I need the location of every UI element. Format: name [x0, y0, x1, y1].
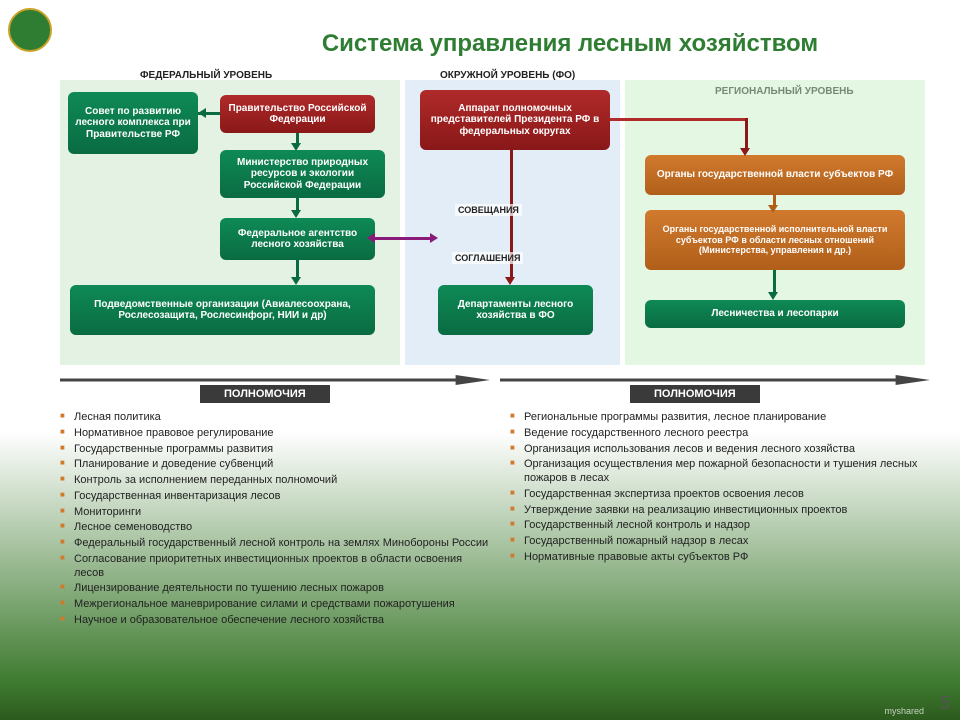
list-item: Контроль за исполнением переданных полно…: [60, 473, 490, 489]
list-item: Межрегиональное маневрирование силами и …: [60, 597, 490, 613]
list-item: Планирование и доведение субвенций: [60, 457, 490, 473]
list-item: Государственный лесной контроль и надзор: [510, 518, 920, 534]
label-meetings: СОВЕЩАНИЯ: [455, 204, 522, 216]
list-item: Государственная экспертиза проектов осво…: [510, 487, 920, 503]
list-item: Организация использования лесов и ведени…: [510, 442, 920, 458]
box-forestry: Лесничества и лесопарки: [645, 300, 905, 328]
dash-arrow-right: [500, 375, 930, 385]
list-item: Нормативные правовые акты субъектов РФ: [510, 550, 920, 566]
page-number: 5: [940, 693, 950, 714]
list-item: Федеральный государственный лесной контр…: [60, 536, 490, 552]
list-item: Государственная инвентаризация лесов: [60, 489, 490, 505]
label-agreements: СОГЛАШЕНИЯ: [452, 252, 523, 264]
page-title: Система управления лесным хозяйством: [200, 30, 940, 58]
list-item: Организация осуществления мер пожарной б…: [510, 457, 920, 487]
box-depts: Департаменты лесного хозяйства в ФО: [438, 285, 593, 335]
box-subjects: Органы государственной власти субъектов …: [645, 155, 905, 195]
list-item: Лесная политика: [60, 410, 490, 426]
ribbon-left: ПОЛНОМОЧИЯ: [200, 385, 330, 403]
box-sovet: Совет по развитию лесного комплекса при …: [68, 92, 198, 154]
box-agency: Федеральное агентство лесного хозяйства: [220, 218, 375, 260]
powers-list-federal: Лесная политикаНормативное правовое регу…: [60, 410, 490, 629]
dash-arrow-left: [60, 375, 490, 385]
box-gov: Правительство Российской Федерации: [220, 95, 375, 133]
list-item: Мониторинги: [60, 505, 490, 521]
powers-list-regional: Региональные программы развития, лесное …: [510, 410, 920, 566]
box-suborg: Подведомственные организации (Авиалесоох…: [70, 285, 375, 335]
list-item: Ведение государственного лесного реестра: [510, 426, 920, 442]
list-item: Государственный пожарный надзор в лесах: [510, 534, 920, 550]
list-item: Государственные программы развития: [60, 442, 490, 458]
list-item: Согласование приоритетных инвестиционных…: [60, 552, 490, 582]
box-ministry: Министерство природных ресурсов и эколог…: [220, 150, 385, 198]
list-item: Утверждение заявки на реализацию инвести…: [510, 503, 920, 519]
watermark: myshared: [884, 706, 924, 716]
emblem-logo: [8, 8, 52, 52]
list-item: Лицензирование деятельности по тушению л…: [60, 581, 490, 597]
list-item: Научное и образовательное обеспечение ле…: [60, 613, 490, 629]
list-item: Региональные программы развития, лесное …: [510, 410, 920, 426]
box-exec: Органы государственной исполнительной вл…: [645, 210, 905, 270]
list-item: Нормативное правовое регулирование: [60, 426, 490, 442]
ribbon-right: ПОЛНОМОЧИЯ: [630, 385, 760, 403]
box-apparatus: Аппарат полномочных представителей Прези…: [420, 90, 610, 150]
list-item: Лесное семеноводство: [60, 520, 490, 536]
